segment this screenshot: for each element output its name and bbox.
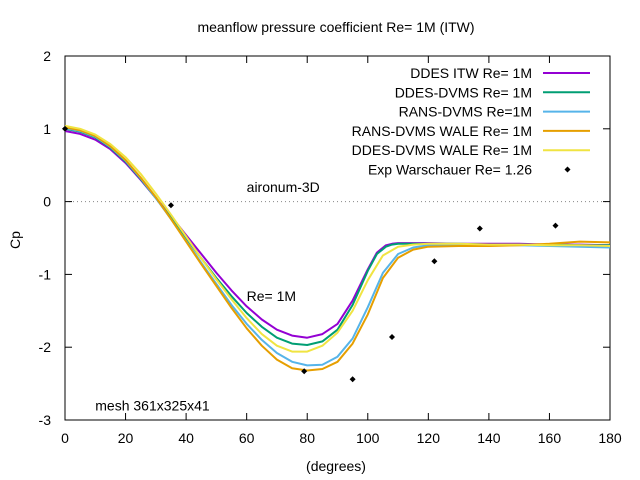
x-tick-label: 120	[417, 430, 441, 446]
annotation-text: mesh 361x325x41	[95, 397, 210, 413]
annotations: aironum-3D Re= 1M mesh 361x325x41	[95, 179, 320, 413]
legend: DDES ITW Re= 1M DDES-DVMS Re= 1M RANS-DVMS…	[352, 65, 590, 178]
x-axis-label: (degrees)	[306, 458, 366, 474]
y-tick-label: -1	[39, 266, 52, 282]
plot-frame	[64, 55, 611, 421]
x-tick-label: 40	[178, 430, 194, 446]
series-layer	[62, 124, 611, 383]
axis-ticks: 0 20 40 60 80 100 120 140 160 180 -3 -2 -1 0 1 2	[39, 48, 622, 446]
data-point	[431, 258, 438, 265]
legend-label: DDES-DVMS WALE Re= 1M	[352, 142, 532, 158]
data-point	[301, 368, 308, 375]
y-tick-label: -3	[39, 412, 52, 428]
data-point	[349, 376, 356, 383]
y-tick-label: -2	[39, 339, 52, 355]
plot-border	[64, 55, 611, 421]
x-tick-label: 80	[299, 430, 315, 446]
data-point	[167, 202, 174, 209]
x-tick-label: 160	[538, 430, 562, 446]
legend-label: RANS-DVMS WALE Re= 1M	[352, 123, 532, 139]
legend-label: RANS-DVMS Re=1M	[399, 104, 532, 120]
annotation-text: aironum-3D	[247, 179, 320, 195]
x-tick-label: 180	[598, 430, 622, 446]
x-tick-label: 60	[239, 430, 255, 446]
y-tick-label: 0	[43, 194, 51, 210]
data-point	[62, 125, 68, 132]
x-tick-label: 140	[477, 430, 501, 446]
y-tick-label: 2	[43, 48, 51, 64]
series-line	[64, 124, 611, 353]
chart-title: meanflow pressure coefficient Re= 1M (IT…	[197, 19, 474, 35]
x-tick-label: 20	[118, 430, 134, 446]
legend-marker	[564, 166, 571, 173]
data-point	[552, 222, 559, 229]
x-tick-label: 0	[61, 430, 69, 446]
legend-label: DDES-DVMS Re= 1M	[395, 84, 532, 100]
data-point	[389, 334, 395, 341]
series-line	[64, 126, 611, 372]
data-point	[476, 225, 483, 232]
legend-label: DDES ITW Re= 1M	[410, 65, 532, 81]
legend-label: Exp Warschauer Re= 1.26	[368, 162, 532, 178]
y-tick-label: 1	[43, 121, 51, 137]
y-axis-label: Cp	[7, 231, 23, 249]
annotation-text: Re= 1M	[247, 288, 296, 304]
x-tick-label: 100	[356, 430, 380, 446]
